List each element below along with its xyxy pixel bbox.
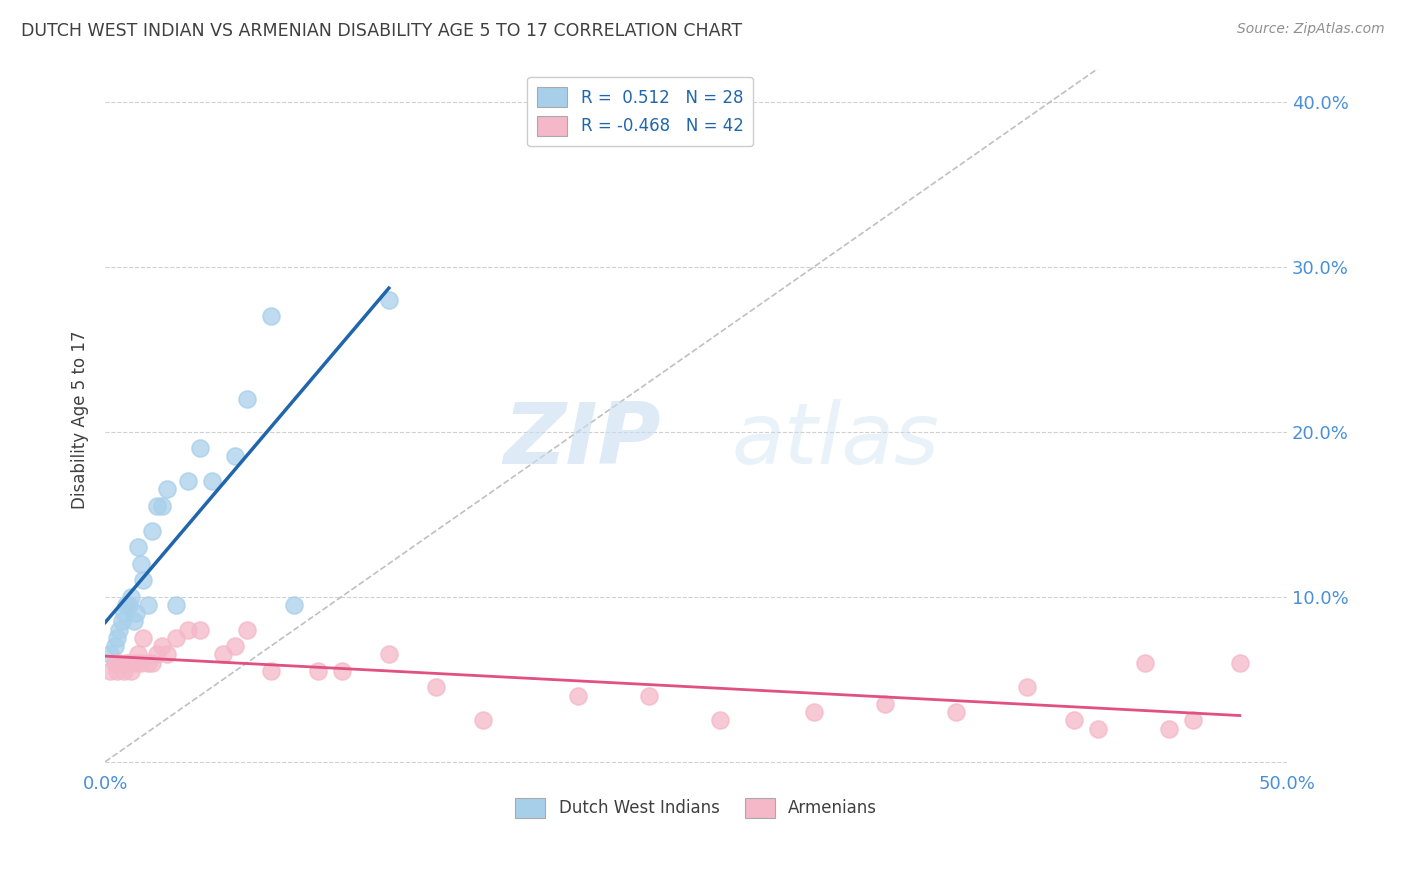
Point (120, 664, 142, 678)
Point (105, 664, 128, 678)
Point (177, 474, 200, 488)
Text: atlas: atlas (731, 399, 939, 482)
Point (127, 540, 149, 554)
Point (156, 648, 179, 662)
Point (1015, 681, 1038, 695)
Point (118, 598, 141, 612)
Point (567, 689, 589, 703)
Point (260, 664, 283, 678)
Point (200, 474, 222, 488)
Point (425, 681, 447, 695)
Point (165, 631, 187, 645)
Point (803, 705, 825, 719)
Point (127, 648, 149, 662)
Point (330, 664, 353, 678)
Point (260, 309, 283, 323)
Point (378, 293, 401, 307)
Point (146, 499, 169, 513)
Point (129, 656, 152, 670)
Point (212, 648, 235, 662)
Point (112, 664, 135, 678)
Point (378, 648, 401, 662)
Point (638, 689, 661, 703)
Point (111, 615, 134, 629)
Point (118, 656, 141, 670)
Point (129, 557, 152, 571)
Point (132, 631, 155, 645)
Point (141, 524, 163, 538)
Point (1157, 722, 1180, 736)
Point (224, 450, 246, 464)
Point (136, 656, 159, 670)
Point (165, 598, 187, 612)
Point (122, 615, 145, 629)
Point (156, 483, 179, 497)
Point (104, 656, 127, 670)
Point (1135, 656, 1157, 670)
Point (177, 623, 200, 637)
Point (146, 648, 169, 662)
Point (1087, 722, 1109, 736)
Point (1229, 656, 1251, 670)
Point (945, 705, 967, 719)
Point (115, 656, 138, 670)
Point (236, 623, 259, 637)
Point (472, 714, 495, 728)
Point (188, 623, 211, 637)
Point (112, 606, 135, 620)
Point (1181, 714, 1204, 728)
Point (136, 598, 159, 612)
Point (108, 656, 131, 670)
Point (1063, 714, 1085, 728)
Point (125, 606, 148, 620)
Point (224, 639, 246, 653)
Point (132, 573, 155, 587)
Point (150, 639, 173, 653)
Point (709, 714, 731, 728)
Point (108, 623, 131, 637)
Point (141, 656, 163, 670)
Point (307, 664, 329, 678)
Point (875, 697, 897, 711)
Point (283, 598, 305, 612)
Point (104, 639, 127, 653)
Point (98, 648, 121, 662)
Point (150, 499, 173, 513)
Text: ZIP: ZIP (503, 399, 661, 482)
Text: Source: ZipAtlas.com: Source: ZipAtlas.com (1237, 22, 1385, 37)
Y-axis label: Disability Age 5 to 17: Disability Age 5 to 17 (72, 330, 89, 508)
Point (98, 664, 121, 678)
Point (120, 590, 142, 604)
Point (236, 392, 259, 406)
Legend: Dutch West Indians, Armenians: Dutch West Indians, Armenians (509, 791, 883, 825)
Point (105, 631, 128, 645)
Point (188, 441, 211, 455)
Text: DUTCH WEST INDIAN VS ARMENIAN DISABILITY AGE 5 TO 17 CORRELATION CHART: DUTCH WEST INDIAN VS ARMENIAN DISABILITY… (21, 22, 742, 40)
Point (115, 598, 138, 612)
Point (125, 656, 148, 670)
